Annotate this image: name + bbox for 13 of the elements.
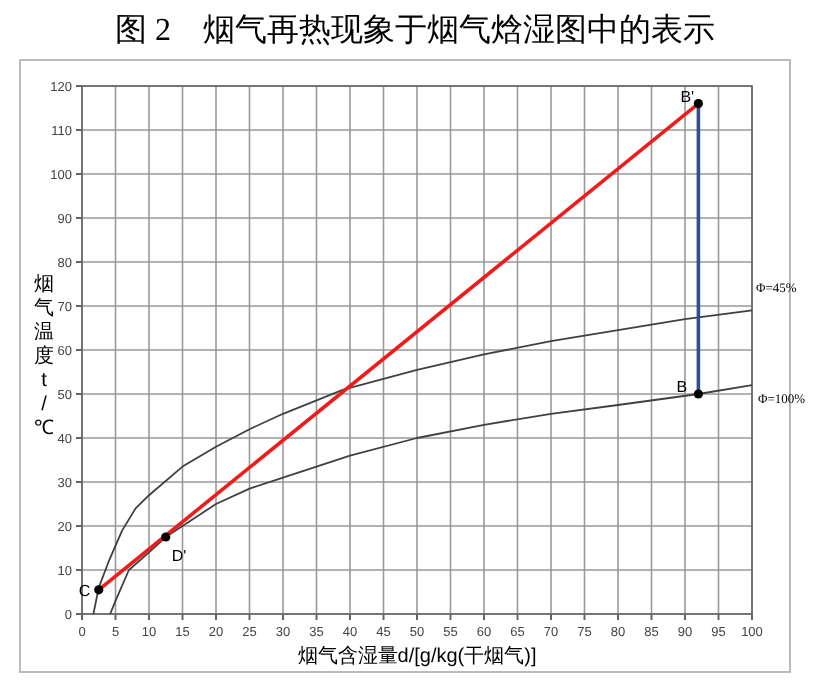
annotation: B xyxy=(676,378,688,396)
point xyxy=(94,585,104,595)
line-series xyxy=(92,309,753,615)
line-series xyxy=(109,384,753,615)
point xyxy=(693,389,703,399)
y-axis-title: 烟气温度 t /℃ xyxy=(34,272,54,440)
annotation: B' xyxy=(680,87,696,106)
annotation: C xyxy=(78,581,91,600)
annotation: D' xyxy=(171,547,188,565)
point xyxy=(161,532,171,542)
chart-title: 图 2 烟气再热现象于烟气焓湿图中的表示 xyxy=(115,12,715,48)
x-axis-title: 烟气含湿量d/[g/kg(干烟气)] xyxy=(297,644,537,668)
point xyxy=(693,99,703,109)
